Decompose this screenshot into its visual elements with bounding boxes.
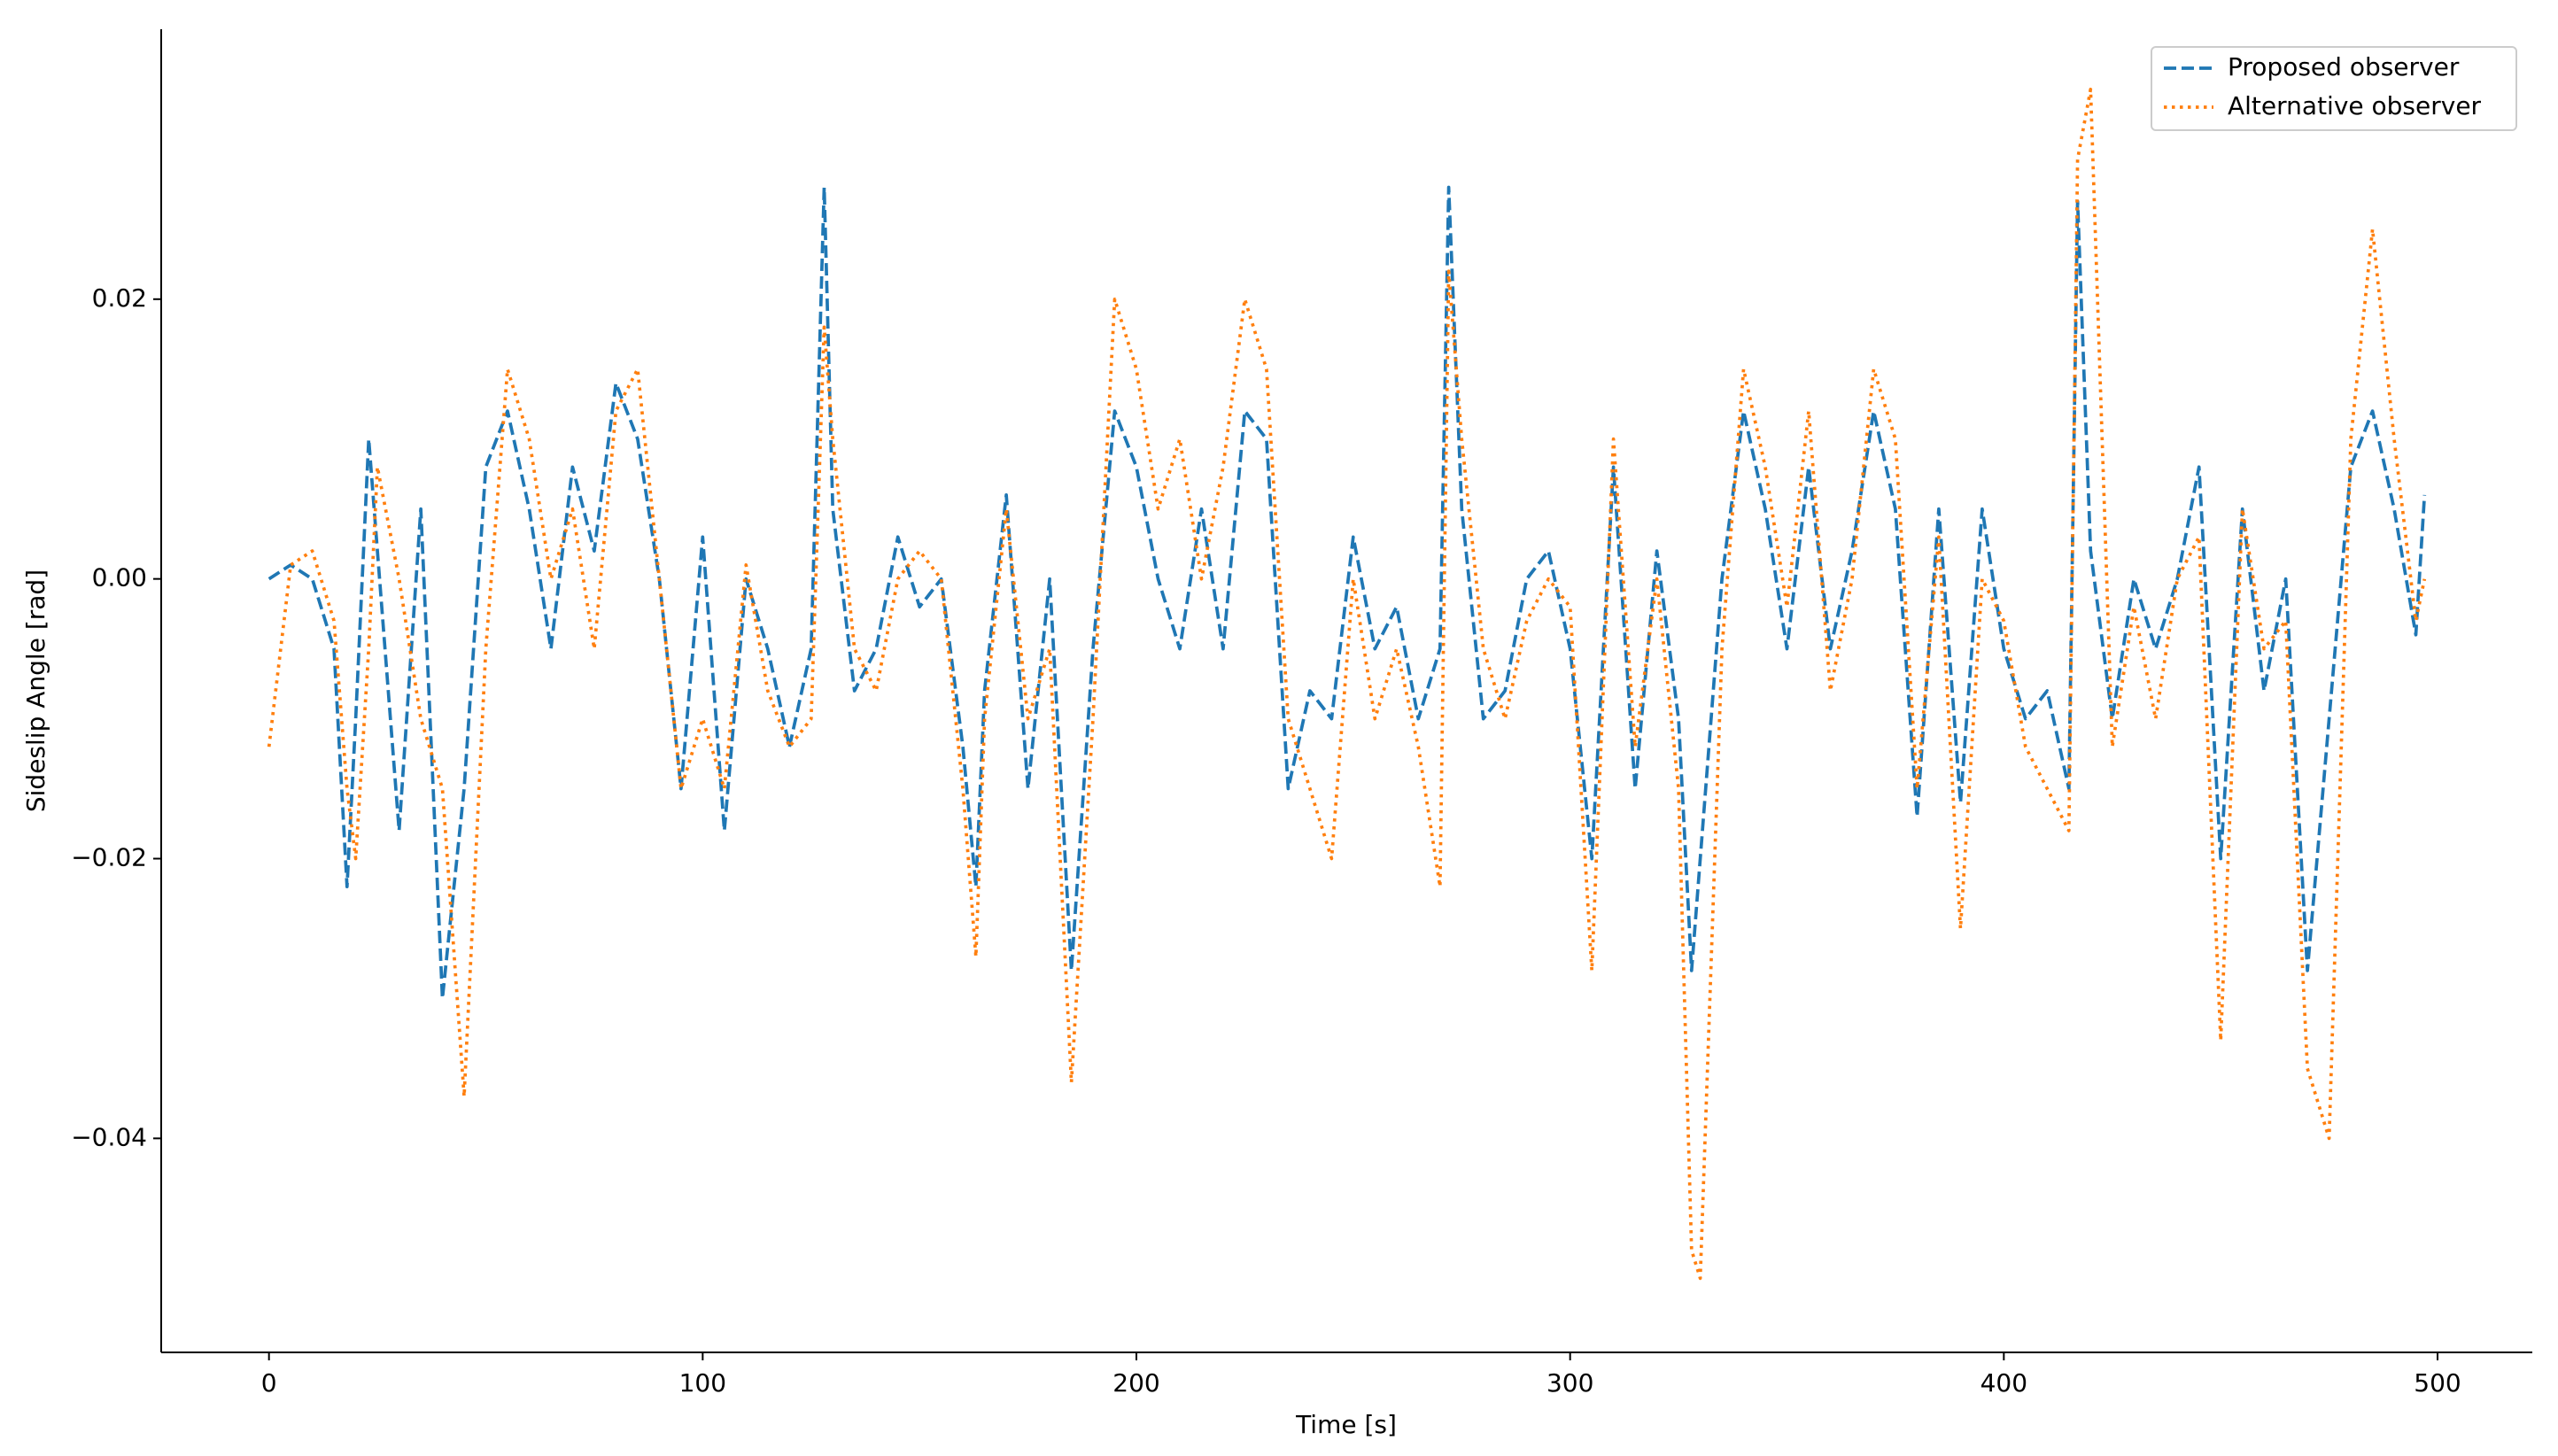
x-tick-label: 300 — [1546, 1368, 1593, 1398]
legend-label: Alternative observer — [2228, 91, 2482, 120]
x-tick-label: 500 — [2414, 1368, 2461, 1398]
legend-box — [2151, 46, 2517, 131]
legend: Proposed observer Alternative observer — [2151, 46, 2517, 131]
x-axis-label: Time [s] — [1295, 1410, 1397, 1439]
x-tick-label: 0 — [261, 1368, 277, 1398]
y-tick-label: −0.04 — [71, 1122, 147, 1151]
y-axis-label: Sideslip Angle [rad] — [21, 569, 50, 812]
x-tick-label: 200 — [1112, 1368, 1159, 1398]
y-tick-label: 0.00 — [92, 563, 147, 592]
series-line — [267, 88, 2427, 1281]
x-tick-label: 400 — [1981, 1368, 2027, 1398]
legend-label: Proposed observer — [2228, 52, 2460, 81]
x-tick-label: 100 — [679, 1368, 726, 1398]
y-tick-label: −0.02 — [71, 843, 147, 872]
y-tick-label: 0.02 — [92, 283, 147, 313]
series-line — [267, 185, 2427, 1001]
